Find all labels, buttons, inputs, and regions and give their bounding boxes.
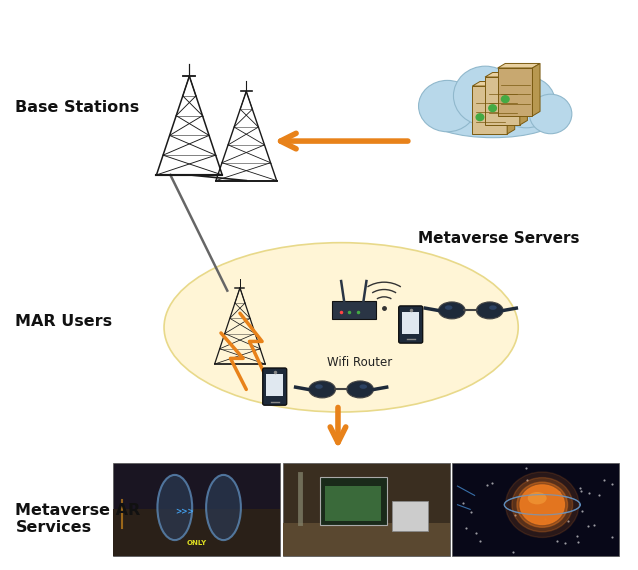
Point (457, 499, 468, 508)
Polygon shape (533, 63, 540, 116)
Point (588, 520, 598, 529)
Point (521, 464, 531, 473)
Ellipse shape (315, 384, 323, 389)
Ellipse shape (438, 302, 465, 319)
Ellipse shape (445, 306, 452, 310)
Point (575, 487, 586, 496)
Ellipse shape (419, 80, 476, 132)
Polygon shape (498, 68, 533, 116)
Point (510, 510, 520, 519)
Polygon shape (520, 72, 528, 125)
Text: Wifi Router: Wifi Router (327, 356, 393, 369)
Point (482, 481, 492, 490)
Polygon shape (485, 77, 520, 125)
Ellipse shape (206, 475, 241, 540)
Point (572, 531, 582, 540)
Text: MAR Users: MAR Users (15, 314, 112, 329)
Point (582, 521, 593, 530)
Point (552, 536, 562, 545)
Point (599, 476, 609, 485)
Circle shape (489, 105, 496, 112)
Bar (114, 463, 281, 556)
Bar (283, 523, 450, 556)
Text: Metaverse Servers: Metaverse Servers (419, 231, 580, 246)
Point (575, 483, 585, 492)
FancyBboxPatch shape (263, 368, 286, 405)
Ellipse shape (428, 98, 558, 138)
Point (471, 529, 481, 538)
FancyBboxPatch shape (402, 312, 419, 334)
Ellipse shape (498, 76, 555, 128)
Ellipse shape (347, 381, 373, 398)
Point (523, 490, 533, 499)
Ellipse shape (528, 492, 547, 504)
Point (560, 539, 570, 548)
Point (563, 516, 573, 526)
Bar (283, 463, 450, 556)
FancyBboxPatch shape (320, 477, 387, 525)
FancyBboxPatch shape (392, 501, 427, 531)
Polygon shape (472, 82, 515, 86)
Text: ONLY: ONLY (187, 540, 207, 545)
FancyBboxPatch shape (266, 374, 283, 396)
Ellipse shape (477, 302, 503, 319)
Text: Metaverse AR
Services: Metaverse AR Services (15, 503, 140, 535)
Ellipse shape (359, 384, 367, 389)
Ellipse shape (158, 475, 192, 540)
Point (522, 476, 532, 485)
Ellipse shape (164, 243, 518, 412)
Ellipse shape (489, 306, 497, 310)
Circle shape (512, 478, 573, 532)
Point (507, 548, 517, 557)
Point (554, 487, 564, 496)
FancyBboxPatch shape (332, 302, 376, 319)
Circle shape (520, 485, 565, 524)
Point (540, 515, 550, 524)
Point (607, 480, 617, 489)
Text: >>>: >>> (175, 507, 194, 516)
Bar (114, 510, 281, 556)
Ellipse shape (530, 94, 572, 134)
Polygon shape (507, 82, 515, 134)
Point (475, 536, 486, 545)
Bar (452, 463, 619, 556)
Point (487, 478, 497, 487)
Circle shape (476, 114, 484, 121)
Point (594, 490, 604, 499)
Circle shape (501, 96, 509, 103)
Circle shape (505, 472, 579, 538)
Polygon shape (472, 86, 507, 134)
Ellipse shape (454, 66, 517, 125)
Point (577, 507, 587, 516)
Ellipse shape (309, 381, 336, 398)
Point (461, 523, 471, 532)
Point (573, 537, 583, 546)
Polygon shape (498, 63, 540, 68)
Point (526, 508, 536, 518)
Point (466, 507, 476, 516)
Circle shape (517, 482, 568, 527)
Bar (325, 486, 381, 520)
Polygon shape (485, 72, 528, 77)
FancyBboxPatch shape (399, 306, 423, 343)
Text: Base Stations: Base Stations (15, 100, 140, 115)
Point (607, 532, 618, 541)
Point (584, 489, 594, 498)
